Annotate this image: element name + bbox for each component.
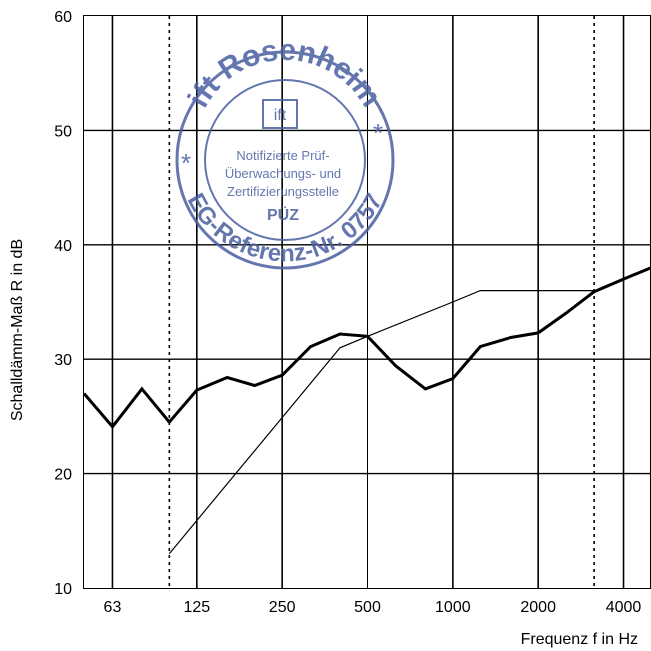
tick-labels: 10 20 30 40 50 60 63 125 250 500 1000 2000 4000 bbox=[54, 9, 641, 616]
data-series bbox=[82, 266, 651, 555]
stamp-logo: ift bbox=[274, 107, 287, 124]
stamp-line-1: Notifizierte Prüf- bbox=[236, 148, 329, 163]
reference-curve bbox=[168, 290, 595, 555]
y-axis-title: Schalldämm-Maß R in dB bbox=[9, 239, 26, 421]
y-tick-label: 40 bbox=[54, 238, 72, 255]
x-tick-label: 125 bbox=[183, 599, 210, 616]
x-tick-label: 4000 bbox=[606, 599, 642, 616]
stamp-star-right: * bbox=[373, 118, 383, 148]
stamp-star-left: * bbox=[181, 148, 191, 178]
x-tick-label: 2000 bbox=[520, 599, 556, 616]
stamp-line-2: Überwachungs- und bbox=[225, 166, 341, 181]
x-axis-title: Frequenz f in Hz bbox=[521, 631, 638, 648]
stamp-line-3: Zertifizierungsstelle bbox=[227, 184, 339, 199]
x-tick-label: 1000 bbox=[435, 599, 471, 616]
y-tick-label: 60 bbox=[54, 9, 72, 26]
stamp-logo-frame bbox=[262, 99, 298, 129]
y-tick-label: 20 bbox=[54, 467, 72, 484]
y-tick-label: 10 bbox=[54, 581, 72, 598]
y-tick-label: 50 bbox=[54, 123, 72, 140]
stamp-bottom-text: EG-Referenz-Nr. 0757 bbox=[182, 189, 389, 267]
x-tick-label: 500 bbox=[354, 599, 381, 616]
stamp-code: PÜZ bbox=[267, 205, 299, 224]
y-tick-label: 30 bbox=[54, 352, 72, 369]
certification-stamp: ift Rosenheim EG-Referenz-Nr. 0757 * * i… bbox=[175, 34, 395, 270]
x-tick-label: 250 bbox=[269, 599, 296, 616]
x-tick-label: 63 bbox=[104, 599, 122, 616]
stamp-outer-text: ift Rosenheim bbox=[182, 34, 388, 113]
